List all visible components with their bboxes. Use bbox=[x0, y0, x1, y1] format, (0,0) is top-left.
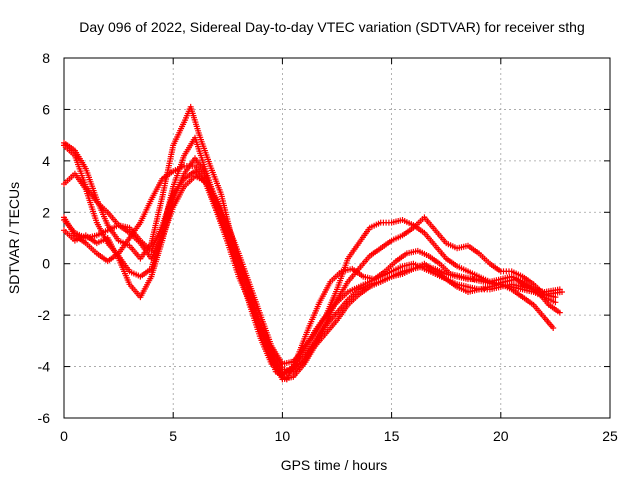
x-axis-label: GPS time / hours bbox=[281, 457, 388, 473]
x-tick-label: 20 bbox=[493, 428, 509, 444]
x-tick-label: 0 bbox=[60, 428, 68, 444]
tick-labels: 0 5 10 15 20 25 -6 -4 -2 0 2 4 6 8 bbox=[38, 50, 618, 444]
y-axis-label: SDTVAR / TECUs bbox=[6, 182, 22, 294]
x-tick-label: 10 bbox=[275, 428, 291, 444]
track-6-point bbox=[559, 289, 565, 295]
y-tick-label: 2 bbox=[42, 204, 50, 220]
y-tick-label: 4 bbox=[42, 153, 50, 169]
y-tick-label: 8 bbox=[42, 50, 50, 66]
chart-title: Day 096 of 2022, Sidereal Day-to-day VTE… bbox=[79, 19, 585, 35]
track-4-point bbox=[552, 299, 559, 306]
plot-frame bbox=[63, 57, 611, 419]
track-3-point bbox=[550, 325, 557, 331]
x-tick-label: 15 bbox=[384, 428, 400, 444]
axes bbox=[63, 57, 611, 419]
x-tick-label: 5 bbox=[169, 428, 177, 444]
y-tick-label: 6 bbox=[42, 101, 50, 117]
x-tick-label: 25 bbox=[602, 428, 618, 444]
track-2-point bbox=[556, 309, 563, 316]
y-tick-label: -4 bbox=[38, 359, 51, 375]
y-tick-label: 0 bbox=[42, 256, 50, 272]
data-points bbox=[61, 103, 565, 383]
y-tick-label: -2 bbox=[38, 307, 51, 323]
y-tick-label: -6 bbox=[38, 410, 51, 426]
